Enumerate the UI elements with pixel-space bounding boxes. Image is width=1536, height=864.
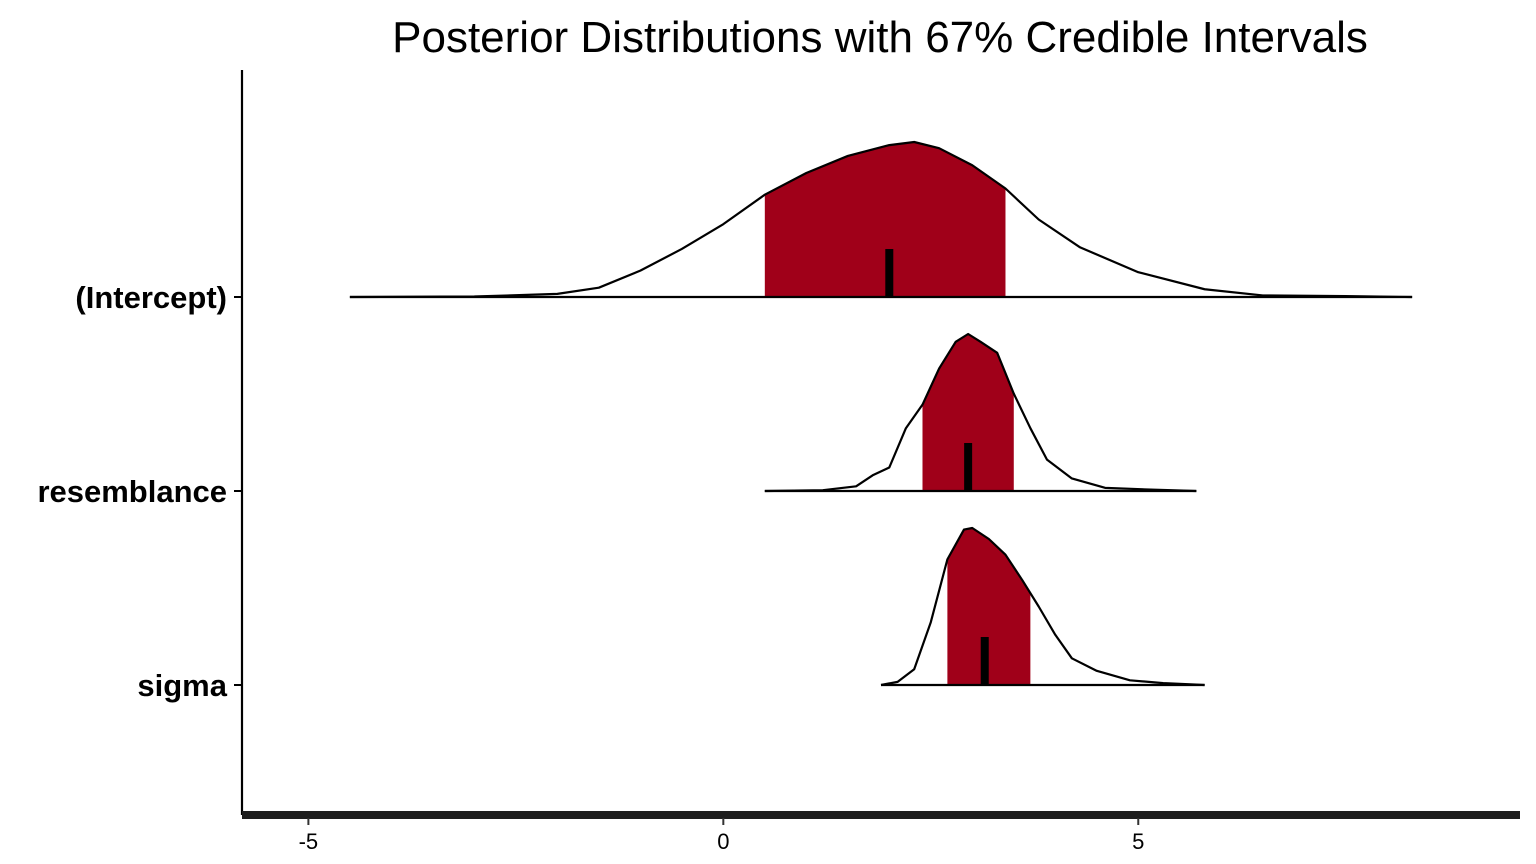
x-tick-label-2: 5 [1132,829,1144,854]
credible-interval-intercept [764,142,1006,297]
ridge-resemblance [764,332,1197,493]
y-tick-label-sigma: sigma [137,668,227,703]
ridge-sigma [880,526,1205,687]
y-tick-label-resemblance: resemblance [37,474,227,509]
median-marker-resemblance [964,443,973,491]
chart-title: Posterior Distributions with 67% Credibl… [392,13,1368,62]
credible-interval-resemblance [922,334,1014,491]
ridge-intercept [349,140,1413,299]
x-tick-label-1: 0 [717,829,729,854]
y-tick-label-intercept: (Intercept) [75,280,227,315]
median-marker-sigma [980,637,989,685]
credible-interval-sigma [947,528,1031,685]
density-curve-resemblance [764,332,1197,493]
density-curve-sigma [880,526,1205,687]
axes: (Intercept) resemblance sigma -5 0 5 [37,70,1520,854]
density-curve-intercept [349,140,1413,299]
x-tick-label-0: -5 [299,829,319,854]
median-marker-intercept [885,249,894,297]
plot-panel [349,140,1413,687]
